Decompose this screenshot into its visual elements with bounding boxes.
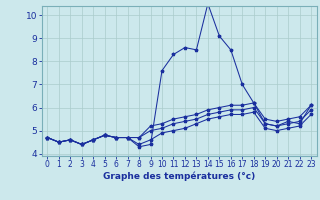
X-axis label: Graphe des températures (°c): Graphe des températures (°c)	[103, 172, 255, 181]
